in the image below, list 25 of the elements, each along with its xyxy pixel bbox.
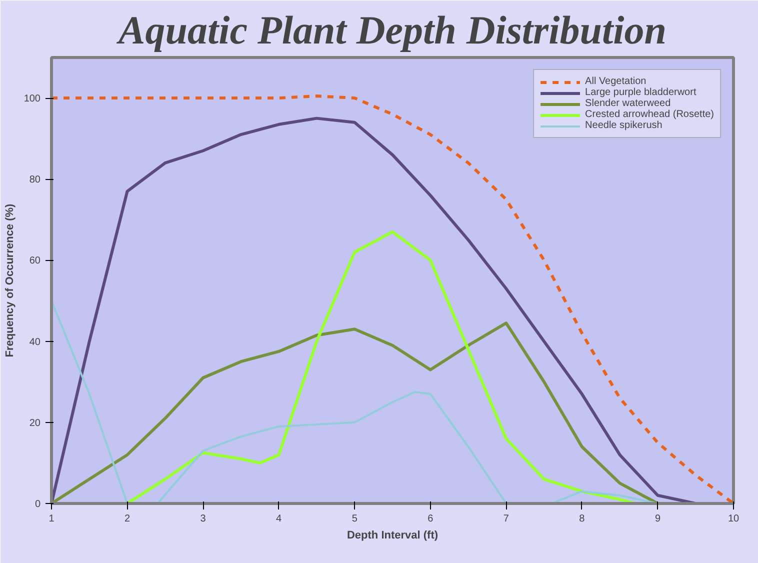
y-tick-label: 0 bbox=[34, 499, 41, 510]
x-tick-label: 6 bbox=[428, 514, 434, 524]
x-tick-label: 9 bbox=[654, 514, 661, 524]
y-tick-label: 80 bbox=[29, 174, 41, 186]
x-tick-label: 3 bbox=[200, 514, 206, 524]
x-tick-label: 7 bbox=[503, 514, 510, 524]
x-tick-label: 10 bbox=[728, 514, 740, 524]
x-tick-label: 1 bbox=[48, 514, 55, 524]
legend-label: All Vegetation bbox=[585, 76, 646, 87]
legend-label: Needle spikerush bbox=[585, 120, 662, 131]
y-tick-label: 100 bbox=[24, 94, 41, 105]
chart-title: Aquatic Plant Depth Distribution bbox=[116, 8, 666, 52]
line-series bbox=[126, 230, 636, 504]
y-axis-title: Frequency of Occurrence (%) bbox=[4, 203, 16, 358]
legend-label: Crested arrowhead (Rosette) bbox=[585, 109, 714, 120]
x-tick-label: 8 bbox=[579, 514, 586, 524]
y-tick-label: 60 bbox=[29, 256, 41, 267]
x-axis-title: Depth Interval (ft) bbox=[346, 530, 438, 542]
x-tick-label: 5 bbox=[352, 514, 358, 524]
x-tick-label: 2 bbox=[124, 514, 130, 524]
y-tick-label: 40 bbox=[29, 336, 41, 348]
y-tick-label: 20 bbox=[29, 418, 41, 429]
legend-label: Large purple bladderwort bbox=[585, 87, 696, 98]
x-tick-label: 4 bbox=[276, 514, 282, 524]
legend-label: Slender waterweed bbox=[585, 98, 671, 109]
